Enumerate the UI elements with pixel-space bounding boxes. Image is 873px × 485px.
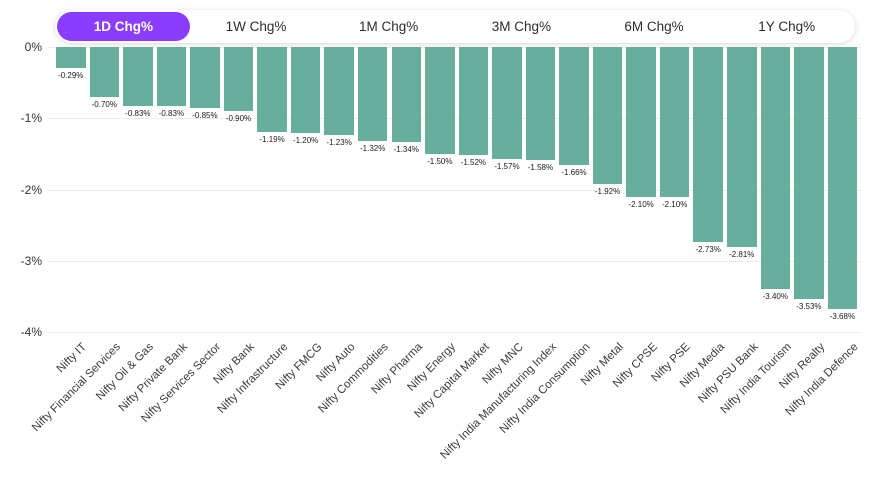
bar[interactable] (257, 47, 287, 132)
bar-value-label: -0.85% (192, 110, 218, 120)
gridline (48, 260, 861, 262)
tab-1w-chg[interactable]: 1W Chg% (225, 19, 287, 34)
bar-value-label: -2.73% (695, 244, 721, 254)
tab-3m-chg[interactable]: 3M Chg% (491, 19, 551, 34)
bar[interactable] (794, 47, 824, 299)
bar-value-label: -2.81% (729, 250, 755, 260)
y-axis-tick: -3% (20, 253, 42, 268)
bar[interactable] (190, 47, 220, 108)
bar-value-label: -3.40% (762, 292, 788, 302)
gridline (48, 332, 861, 333)
y-axis-tick: -4% (20, 325, 42, 339)
bar[interactable] (492, 47, 522, 159)
y-axis-tick: -2% (20, 182, 42, 197)
bar-value-label: -2.10% (628, 199, 654, 209)
bar[interactable] (89, 47, 120, 97)
bar[interactable] (559, 47, 589, 166)
bar[interactable] (760, 47, 791, 290)
tab-1y-chg[interactable]: 1Y Chg% (758, 19, 816, 34)
bar-value-label: -0.29% (58, 70, 84, 80)
bar[interactable] (123, 47, 153, 107)
bar-value-label: -1.32% (360, 144, 386, 154)
bar[interactable] (626, 47, 656, 197)
bar[interactable] (693, 47, 723, 242)
bar-value-label: -1.52% (460, 158, 487, 168)
tab-1d-chg[interactable]: 1D Chg% (57, 12, 190, 41)
bar-value-label: -0.70% (91, 99, 117, 109)
bar[interactable] (324, 47, 354, 135)
bar[interactable] (458, 47, 489, 156)
bar-value-label: -1.58% (527, 162, 554, 172)
bar-value-label: -1.23% (326, 137, 352, 147)
gridline (48, 189, 861, 191)
bar[interactable] (223, 47, 254, 112)
bar[interactable] (290, 47, 321, 133)
bar-value-label: -0.90% (225, 114, 252, 124)
bar[interactable] (391, 47, 421, 143)
y-axis-tick: -1% (20, 111, 42, 126)
bar[interactable] (156, 47, 187, 107)
bar-value-label: -3.53% (796, 301, 822, 311)
bar[interactable] (659, 47, 690, 197)
bar-value-label: -0.83% (158, 109, 185, 119)
bar-value-label: -0.83% (125, 109, 151, 119)
tab-1m-chg[interactable]: 1M Chg% (359, 19, 419, 34)
bar[interactable] (56, 47, 86, 68)
bar[interactable] (827, 47, 858, 310)
tab-6m-chg[interactable]: 6M Chg% (624, 19, 684, 34)
bar-value-label: -1.66% (561, 168, 587, 178)
bar-value-label: -1.20% (292, 135, 319, 145)
bar-value-label: -2.10% (661, 199, 688, 209)
bar[interactable] (357, 47, 388, 142)
bar[interactable] (525, 47, 556, 160)
bar-value-label: -3.68% (829, 312, 856, 322)
bar[interactable] (592, 47, 623, 184)
bar[interactable] (727, 47, 757, 248)
bar-value-label: -1.92% (594, 186, 621, 196)
x-axis-label-text: Nifty PSU Bank (695, 341, 761, 406)
bar[interactable] (425, 47, 455, 154)
y-axis-tick: 0% (24, 40, 42, 54)
period-tab-bar: 1D Chg% 1W Chg% 1M Chg% 3M Chg% 6M Chg% 1Y Ch… (55, 10, 855, 43)
bar-value-label: -1.57% (494, 161, 520, 171)
bar-value-label: -1.19% (259, 134, 285, 144)
bar-value-label: -1.50% (427, 156, 453, 166)
bar-value-label: -1.34% (393, 145, 419, 155)
